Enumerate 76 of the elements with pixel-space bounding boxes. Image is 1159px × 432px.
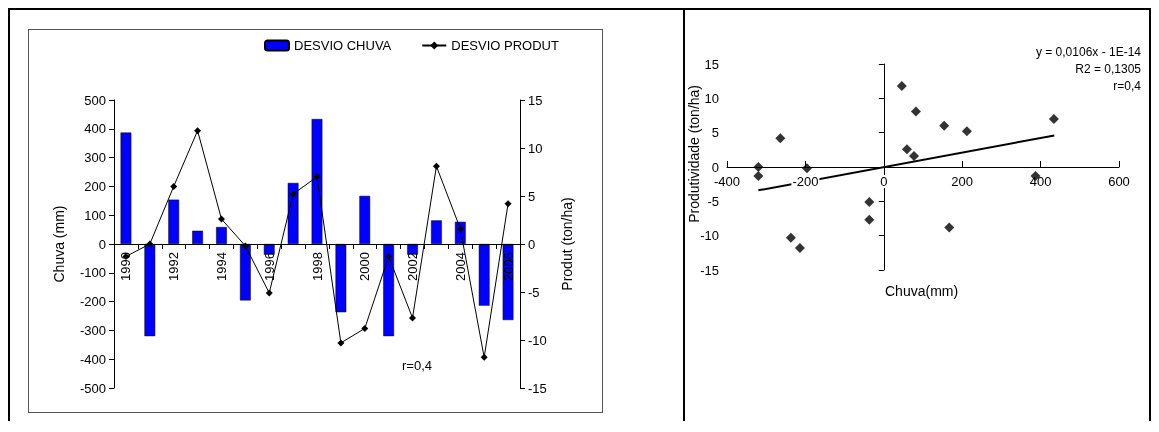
point <box>944 222 955 233</box>
x-tick-label: 1994 <box>213 252 229 281</box>
y-tick-label: -100 <box>79 265 106 281</box>
y-axis-title: Produtividade (ton/ha) <box>686 84 702 223</box>
point <box>1048 113 1059 124</box>
annotation: r=0,4 <box>402 358 433 373</box>
y-tick-label: 10 <box>704 90 719 106</box>
x-axis-title: Chuva(mm) <box>885 283 959 299</box>
x-tick-label: 600 <box>1108 174 1130 189</box>
y-tick-label: -200 <box>79 294 106 310</box>
y-tick-label: 15 <box>704 56 719 72</box>
point <box>432 162 440 170</box>
x-tick-label: 200 <box>951 174 974 189</box>
point <box>961 126 972 137</box>
x-tick-label: -200 <box>792 174 819 189</box>
y-tick-label: 500 <box>84 92 106 108</box>
y-tick-label: -10 <box>700 228 719 244</box>
y2-axis-title: Produt (ton/ha) <box>559 197 575 291</box>
y-tick-label: -5 <box>707 193 719 209</box>
point <box>775 133 786 144</box>
point <box>265 289 273 297</box>
point <box>864 197 875 208</box>
x-tick-label: 1992 <box>166 252 182 281</box>
point <box>901 144 912 155</box>
legend-label: DESVIO PRODUT <box>451 38 559 53</box>
point <box>910 106 921 117</box>
point <box>480 353 488 361</box>
y-tick-label: 300 <box>84 150 106 166</box>
point <box>939 120 950 131</box>
point <box>504 200 512 208</box>
y2-tick-label: -15 <box>528 380 547 396</box>
point <box>908 151 919 162</box>
point <box>337 339 345 347</box>
point <box>864 214 875 225</box>
x-tick-label: 2002 <box>405 252 421 281</box>
point <box>289 190 297 198</box>
y-tick-label: -500 <box>79 380 106 396</box>
y-tick-label: 100 <box>84 207 106 223</box>
point <box>785 232 796 243</box>
point <box>313 173 321 181</box>
text: y = 0,0106x - 1E-14 <box>1035 45 1142 59</box>
y2-tick-label: 15 <box>528 92 543 108</box>
y2-tick-label: 0 <box>528 236 536 252</box>
y2-tick-label: 10 <box>528 140 543 156</box>
y-tick-label: -15 <box>700 262 719 278</box>
point <box>194 127 202 135</box>
y2-tick-label: -5 <box>528 284 540 300</box>
x-tick-label: 2006 <box>500 252 516 281</box>
y2-tick-label: 5 <box>528 188 536 204</box>
point <box>409 314 417 322</box>
point <box>753 162 764 172</box>
x-tick-label: 1998 <box>309 252 325 281</box>
y-tick-label: 400 <box>84 121 106 137</box>
point <box>896 80 907 91</box>
point <box>801 163 812 174</box>
y-tick-label: -400 <box>79 351 106 367</box>
point <box>361 324 369 332</box>
x-tick-label: 2004 <box>452 252 468 281</box>
annotation: r=0,4 <box>1113 79 1142 93</box>
x-tick-label: 2000 <box>357 252 373 281</box>
point <box>794 243 805 254</box>
x-tick-label: 400 <box>1029 174 1052 189</box>
annotation: R2 = 0,1305 <box>1075 62 1142 76</box>
y-axis-title: Chuva (mm) <box>51 205 67 283</box>
x-tick-label: 0 <box>880 174 888 189</box>
y2-tick-label: -10 <box>528 332 547 348</box>
x-tick-label: 1996 <box>261 252 277 281</box>
legend-label: DESVIO CHUVA <box>294 38 392 53</box>
point <box>217 215 225 223</box>
y-tick-label: 0 <box>711 159 719 175</box>
y-tick-label: 0 <box>98 236 106 252</box>
point <box>170 182 178 190</box>
point <box>385 252 393 260</box>
y-tick-label: 5 <box>711 125 719 141</box>
y-tick-label: -300 <box>79 322 106 338</box>
point <box>753 170 764 181</box>
